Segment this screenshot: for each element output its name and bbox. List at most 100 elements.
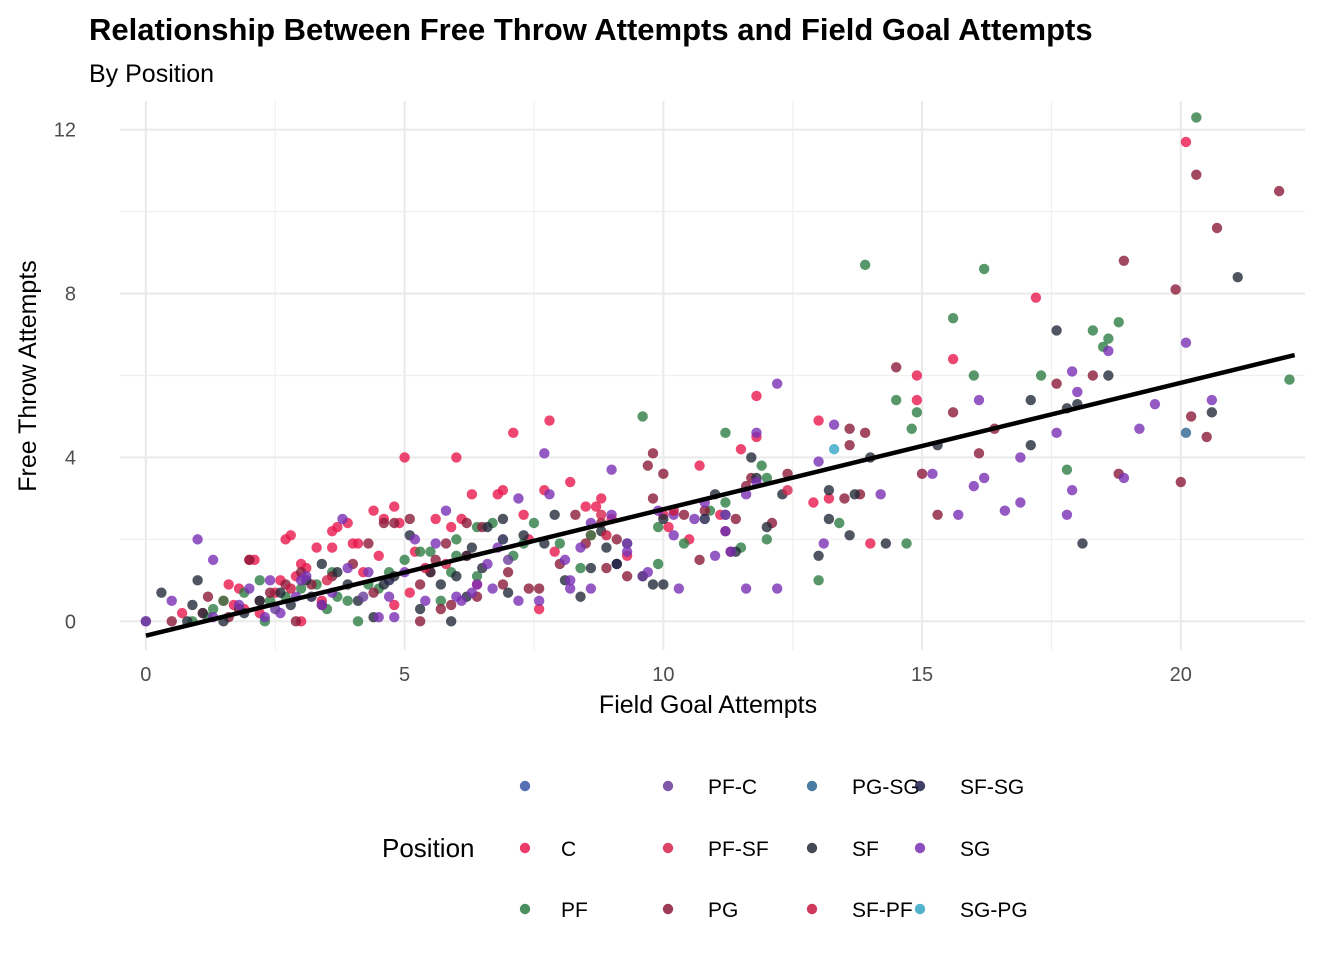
data-point — [585, 562, 597, 574]
data-point — [678, 509, 690, 520]
data-point — [865, 538, 876, 549]
x-tick-label: 10 — [652, 664, 674, 686]
data-point — [978, 263, 990, 275]
data-point — [259, 612, 271, 623]
data-point — [254, 595, 265, 607]
legend-key — [806, 842, 818, 854]
data-point — [740, 583, 752, 594]
y-tick-label: 4 — [65, 447, 76, 469]
data-point — [1273, 185, 1285, 197]
data-point — [761, 534, 773, 545]
data-point — [420, 595, 431, 607]
legend: Position C PF PF-C PF-SF PG PG-SG SF SF-PF SF-SG… — [382, 776, 1028, 922]
data-point — [771, 583, 783, 594]
data-point — [818, 538, 829, 549]
data-point — [425, 546, 436, 557]
data-point — [358, 591, 369, 602]
data-point — [373, 550, 384, 561]
data-point — [1118, 255, 1130, 266]
data-point — [176, 607, 188, 619]
legend-key — [662, 903, 674, 915]
data-point — [668, 530, 679, 541]
data-point — [316, 599, 328, 611]
data-point — [254, 575, 265, 586]
data-point — [828, 419, 840, 430]
y-tick-label: 12 — [54, 120, 76, 142]
data-point — [1284, 374, 1295, 385]
data-point — [849, 489, 861, 500]
data-point — [844, 530, 855, 541]
data-point — [1211, 222, 1223, 234]
data-point — [590, 501, 602, 512]
data-point — [1015, 497, 1026, 508]
data-point — [1051, 378, 1062, 389]
data-point — [1185, 411, 1197, 422]
data-point — [823, 493, 835, 504]
data-point — [197, 607, 208, 619]
data-point — [694, 554, 705, 566]
data-point — [435, 595, 447, 607]
chart-title: Relationship Between Free Throw Attempts… — [89, 12, 1093, 47]
data-point — [808, 497, 819, 508]
legend-label: SF — [852, 838, 879, 861]
data-point — [466, 542, 478, 553]
data-point — [445, 599, 457, 611]
data-point — [901, 538, 912, 549]
legend-key — [914, 903, 926, 915]
data-point — [1191, 112, 1202, 123]
data-point — [399, 554, 410, 566]
legend-key — [519, 780, 531, 792]
legend-label: PF-SF — [708, 838, 769, 861]
data-points — [140, 112, 1295, 627]
data-point — [927, 468, 938, 480]
data-point — [859, 427, 871, 439]
data-point — [290, 616, 302, 627]
data-point — [720, 509, 731, 520]
data-point — [223, 579, 234, 590]
data-point — [513, 493, 524, 504]
data-point — [471, 579, 483, 590]
data-point — [533, 583, 545, 594]
data-point — [554, 538, 566, 549]
data-point — [647, 493, 659, 504]
y-tick-label: 8 — [65, 284, 76, 306]
data-point — [1015, 452, 1026, 463]
data-point — [730, 513, 741, 525]
data-point — [1025, 394, 1036, 406]
data-point — [482, 558, 493, 570]
data-point — [207, 603, 219, 615]
data-point — [389, 612, 400, 623]
data-point — [316, 558, 328, 570]
y-axis-title: Free Throw Attempts — [14, 260, 42, 492]
data-point — [207, 554, 219, 566]
data-point — [575, 591, 586, 602]
data-point — [658, 513, 669, 525]
data-point — [326, 542, 338, 553]
data-point — [746, 452, 757, 463]
data-point — [414, 546, 426, 557]
data-point — [1134, 423, 1145, 434]
data-point — [1103, 333, 1114, 344]
data-point — [771, 378, 783, 389]
data-point — [445, 616, 457, 627]
data-point — [813, 575, 824, 586]
data-point — [782, 485, 793, 496]
data-point — [859, 259, 871, 271]
data-point — [321, 575, 333, 586]
x-tick-label: 0 — [140, 664, 151, 686]
data-point — [968, 480, 980, 492]
data-point — [218, 595, 229, 607]
x-tick-label: 20 — [1170, 664, 1192, 686]
data-point — [756, 460, 767, 471]
data-point — [751, 390, 762, 402]
data-point — [621, 571, 633, 582]
x-axis-title: Field Goal Attempts — [599, 691, 817, 719]
data-point — [518, 530, 529, 541]
data-point — [513, 595, 524, 607]
data-point — [156, 587, 167, 598]
data-point — [1149, 398, 1161, 410]
data-point — [1206, 394, 1218, 406]
data-point — [947, 312, 959, 324]
data-point — [140, 616, 152, 627]
data-point — [435, 579, 447, 590]
